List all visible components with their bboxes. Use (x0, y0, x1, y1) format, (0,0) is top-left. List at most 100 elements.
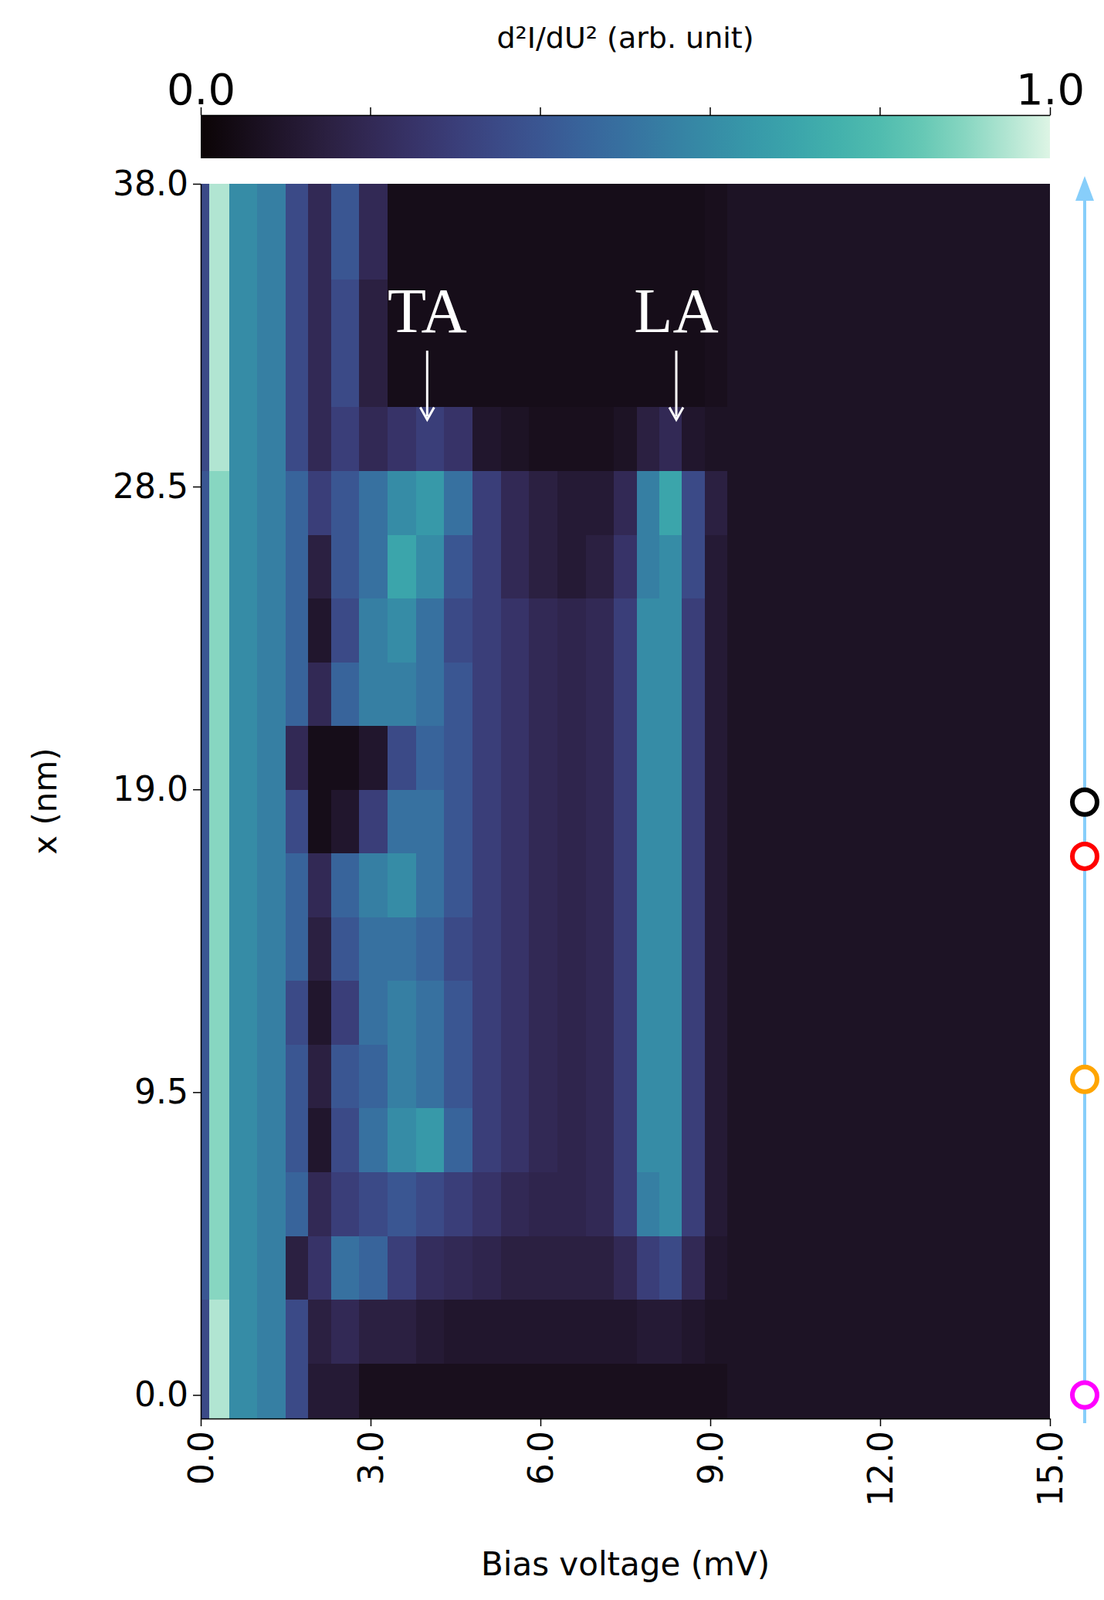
heatmap-cell (285, 789, 309, 854)
heatmap-cell (416, 1043, 445, 1108)
heatmap-cell (443, 1362, 473, 1419)
heatmap-cell (331, 1362, 360, 1419)
heatmap-cell (358, 598, 388, 663)
heatmap-cell (387, 470, 417, 535)
heatmap-cell (209, 1107, 230, 1172)
heatmap-cell (659, 916, 683, 981)
annotation-arrow (426, 350, 429, 417)
heatmap-cell (880, 725, 938, 790)
heatmap-cell (681, 661, 705, 726)
heatmap-cell (387, 725, 417, 790)
heatmap-cell (659, 725, 683, 790)
heatmap-cell (501, 789, 530, 854)
heatmap-cell (257, 406, 286, 471)
heatmap-cell (681, 342, 705, 407)
heatmap-cell (443, 1171, 473, 1237)
heatmap-cell (358, 1362, 388, 1419)
heatmap-cell (229, 279, 258, 344)
heatmap-cell (659, 1362, 683, 1419)
heatmap-cell (501, 470, 530, 535)
heatmap-cell (416, 342, 445, 407)
heatmap-cell (472, 470, 502, 535)
heatmap-cell (285, 1299, 309, 1364)
heatmap-cell (936, 470, 994, 535)
heatmap-cell (636, 980, 661, 1045)
heatmap-cell (880, 470, 938, 535)
heatmap-cell (472, 1043, 502, 1108)
heatmap-cell (501, 406, 530, 471)
heatmap-cell (443, 470, 473, 535)
heatmap-cell (209, 661, 230, 726)
heatmap-cell (993, 1171, 1050, 1237)
heatmap-cell (416, 470, 445, 535)
heatmap-cell (472, 342, 502, 407)
heatmap-cell (285, 1043, 309, 1108)
heatmap-cell (585, 661, 615, 726)
heatmap-cell (936, 342, 994, 407)
heatmap-cell (993, 406, 1050, 471)
heatmap-cell (704, 661, 729, 726)
heatmap-cell (331, 980, 360, 1045)
y-tick-label: 38.0 (112, 163, 189, 204)
heatmap-cell (993, 534, 1050, 599)
heatmap-cell (416, 598, 445, 663)
x-axis-title: Bias voltage (mV) (480, 1544, 770, 1583)
heatmap-cell (823, 916, 881, 981)
heatmap-cell (308, 1299, 332, 1364)
heatmap-cell (585, 342, 615, 407)
heatmap-cell (331, 661, 360, 726)
heatmap-cell (636, 1299, 661, 1364)
heatmap-cell (257, 279, 286, 344)
heatmap-cell (472, 1362, 502, 1419)
heatmap-cell (387, 183, 417, 280)
heatmap-cell (308, 725, 332, 790)
heatmap-cell (358, 470, 388, 535)
heatmap-cell (285, 1235, 309, 1300)
heatmap-cell (766, 1171, 824, 1237)
heatmap-cell (528, 1235, 558, 1300)
heatmap-cell (636, 1043, 661, 1108)
heatmap-cell (331, 916, 360, 981)
heatmap-cell (613, 853, 637, 918)
heatmap-cell (257, 1107, 286, 1172)
heatmap-cell (331, 183, 360, 280)
heatmap-cell (229, 916, 258, 981)
heatmap-cell (585, 1235, 615, 1300)
y-tick-mark (193, 789, 201, 791)
heatmap-cell (416, 1171, 445, 1237)
colorbar-axis-line (201, 115, 1051, 117)
heatmap-cell (257, 789, 286, 854)
heatmap-cell (557, 916, 586, 981)
heatmap-cell (636, 1107, 661, 1172)
heatmap-cell (229, 406, 258, 471)
heatmap-cell (358, 916, 388, 981)
heatmap-cell (659, 853, 683, 918)
heatmap-cell (766, 279, 824, 344)
heatmap-cell (200, 1107, 210, 1172)
heatmap-cell (443, 853, 473, 918)
heatmap-cell (285, 916, 309, 981)
colorbar-tick: 1.0 (1015, 64, 1085, 116)
scan-arrowhead (1075, 176, 1094, 201)
heatmap-cell (257, 1299, 286, 1364)
heatmap-cell (704, 470, 729, 535)
heatmap-cell (209, 916, 230, 981)
heatmap-cell (331, 725, 360, 790)
heatmap-cell (472, 1235, 502, 1300)
heatmap-cell (331, 1171, 360, 1237)
heatmap-cell (358, 279, 388, 344)
colorbar-title: d²I/dU² (arb. unit) (496, 20, 754, 55)
heatmap-cell (636, 661, 661, 726)
position-marker (1072, 1381, 1098, 1407)
heatmap-cell (308, 470, 332, 535)
heatmap-cell (636, 725, 661, 790)
heatmap-cell (993, 789, 1050, 854)
heatmap-cell (880, 1362, 938, 1419)
heatmap-cell (285, 725, 309, 790)
heatmap-cell (659, 1235, 683, 1300)
heatmap-cell (358, 534, 388, 599)
heatmap-cell (823, 470, 881, 535)
heatmap-cell (387, 980, 417, 1045)
heatmap-cell (387, 1171, 417, 1237)
heatmap-cell (704, 1171, 729, 1237)
